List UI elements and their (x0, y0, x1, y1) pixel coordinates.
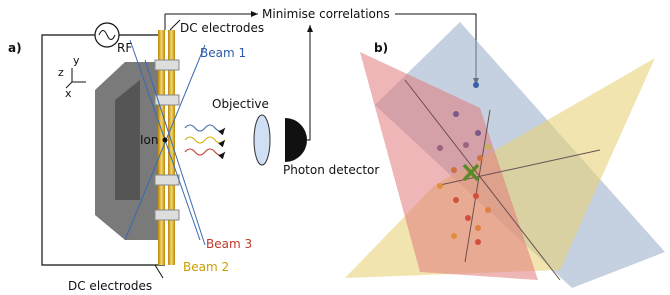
feedback-arrow (300, 25, 310, 140)
label: RF (117, 41, 132, 55)
label: DC electrodes (68, 279, 152, 293)
axis-label: z (58, 66, 64, 79)
panel-label: b) (374, 41, 388, 55)
lens (254, 115, 270, 165)
feedback-label: Minimise correlations (262, 7, 390, 21)
trap-slot (115, 80, 140, 200)
leader (170, 20, 180, 30)
panel-b: b) (345, 22, 665, 288)
axes (66, 68, 86, 88)
panel-label: a) (8, 41, 22, 55)
label: Beam 3 (206, 237, 252, 251)
leader (155, 265, 163, 278)
figure: a) RF DC electrodes Beam 1 Ion Objective… (0, 0, 670, 295)
photon (185, 149, 225, 155)
photon (185, 125, 225, 131)
label: DC electrodes (180, 21, 264, 35)
spacer (155, 175, 179, 185)
axis-label: x (65, 87, 72, 100)
label: Beam 1 (200, 46, 246, 60)
photon (185, 137, 225, 143)
spacer (155, 60, 179, 70)
label: Ion (140, 133, 159, 147)
spacer (155, 210, 179, 220)
axis-label: y (73, 54, 80, 67)
label: Objective (212, 97, 269, 111)
ion (163, 138, 168, 143)
page: a) RF DC electrodes Beam 1 Ion Objective… (0, 0, 670, 295)
label: Photon detector (283, 163, 379, 177)
label: Beam 2 (183, 260, 229, 274)
